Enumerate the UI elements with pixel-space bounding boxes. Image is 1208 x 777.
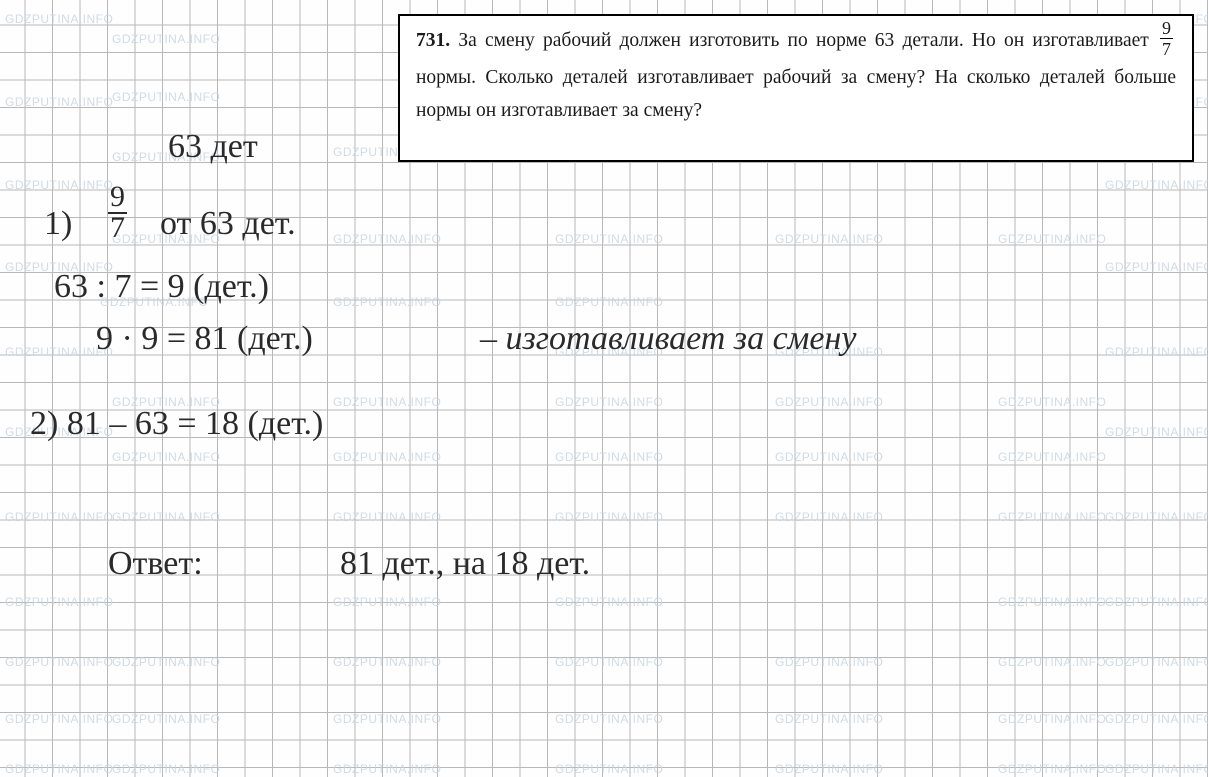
fraction-denominator: 7	[1160, 39, 1173, 58]
hw-step1c-left: 9 · 9 = 81 (дет.)	[96, 320, 313, 358]
hw-step1-rest: от 63 дет.	[160, 205, 296, 243]
hw-answer-rest: 81 дет., на 18 дет.	[340, 545, 590, 583]
fraction-numerator: 9	[1160, 19, 1173, 39]
problem-text-1: За смену рабочий должен изготовить по но…	[458, 30, 1148, 51]
hw-step1-fraction: 9 7	[108, 183, 127, 242]
problem-fraction: 9 7	[1160, 19, 1173, 58]
hw-step1b: 63 : 7 = 9 (дет.)	[54, 268, 269, 306]
hw-step2: 2) 81 – 63 = 18 (дет.)	[30, 405, 323, 443]
hw-answer-label: Ответ:	[108, 545, 203, 583]
hw-frac-num: 9	[108, 183, 127, 214]
hw-frac-den: 7	[108, 214, 127, 243]
hw-step1c-right: – изготавливает за смену	[480, 320, 856, 358]
hw-step1-label: 1)	[44, 205, 72, 243]
problem-text-2: нормы. Сколько деталей изготавливает раб…	[416, 67, 1176, 121]
problem-box: 731. За смену рабочий должен изготовить …	[398, 14, 1194, 162]
hw-given: 63 дет	[168, 128, 258, 166]
problem-number: 731.	[416, 30, 450, 51]
